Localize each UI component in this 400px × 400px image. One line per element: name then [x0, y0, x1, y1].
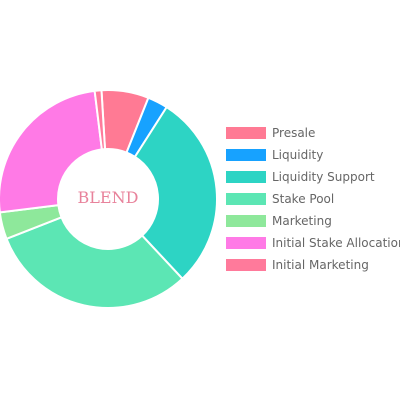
- legend-item-stake-pool[interactable]: Stake Pool: [226, 188, 398, 210]
- legend-swatch: [226, 127, 266, 139]
- legend-item-liquidity[interactable]: Liquidity: [226, 144, 398, 166]
- legend-swatch: [226, 237, 266, 249]
- legend-swatch: [226, 215, 266, 227]
- center-label: BLEND: [78, 188, 139, 207]
- legend-swatch: [226, 193, 266, 205]
- legend-item-initial-marketing[interactable]: Initial Marketing: [226, 254, 398, 276]
- legend-label: Initial Marketing: [272, 258, 369, 272]
- legend-label: Liquidity: [272, 148, 324, 162]
- legend-label: Liquidity Support: [272, 170, 375, 184]
- legend-item-marketing[interactable]: Marketing: [226, 210, 398, 232]
- slice-stake-pool[interactable]: [5, 215, 184, 309]
- legend-swatch: [226, 149, 266, 161]
- legend: Presale Liquidity Liquidity Support Stake P…: [226, 122, 400, 276]
- legend-item-liquidity-support[interactable]: Liquidity Support: [226, 166, 398, 188]
- legend-label: Initial Stake Allocation: [272, 236, 400, 250]
- legend-label: Marketing: [272, 214, 332, 228]
- legend-item-presale[interactable]: Presale: [226, 122, 398, 144]
- slice-liquidity-support[interactable]: [133, 105, 218, 281]
- slice-initial-marketing[interactable]: [93, 89, 107, 151]
- legend-swatch: [226, 259, 266, 271]
- slice-initial-stake-allocation[interactable]: [0, 89, 103, 214]
- slices-group: [0, 89, 218, 309]
- legend-label: Presale: [272, 126, 316, 140]
- legend-swatch: [226, 171, 266, 183]
- legend-item-initial-stake-allocation[interactable]: Initial Stake Allocation: [226, 232, 400, 254]
- legend-label: Stake Pool: [272, 192, 335, 206]
